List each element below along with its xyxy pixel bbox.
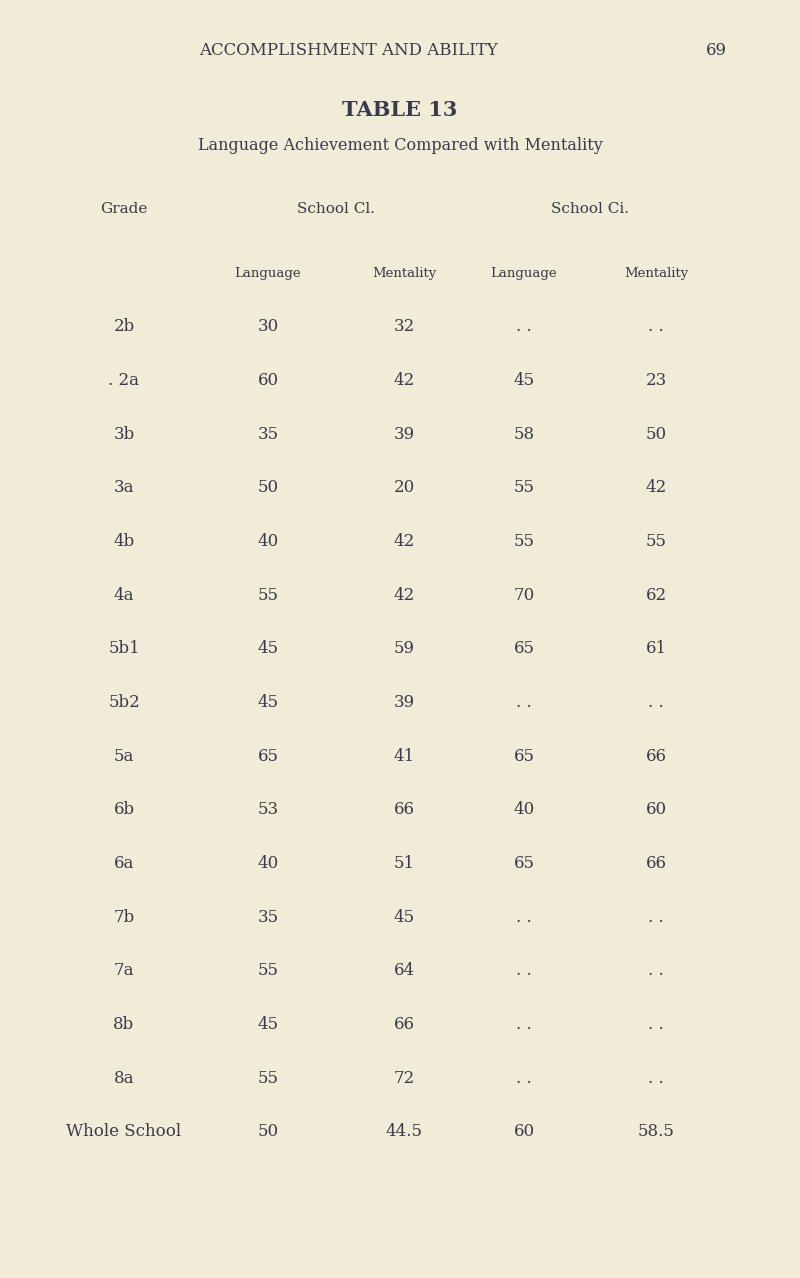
Text: 55: 55 [646,533,666,550]
Text: 55: 55 [258,587,278,603]
Text: 62: 62 [646,587,666,603]
Text: . .: . . [516,1016,532,1033]
Text: 6b: 6b [114,801,134,818]
Text: School Ci.: School Ci. [551,202,629,216]
Text: 65: 65 [514,748,534,764]
Text: 66: 66 [394,1016,414,1033]
Text: 50: 50 [258,479,278,496]
Text: 6a: 6a [114,855,134,872]
Text: 42: 42 [394,587,414,603]
Text: 50: 50 [646,426,666,442]
Text: 8b: 8b [114,1016,134,1033]
Text: 44.5: 44.5 [386,1123,422,1140]
Text: 40: 40 [258,533,278,550]
Text: 35: 35 [258,426,278,442]
Text: 42: 42 [646,479,666,496]
Text: Mentality: Mentality [624,267,688,280]
Text: 66: 66 [394,801,414,818]
Text: 45: 45 [258,640,278,657]
Text: Language: Language [234,267,302,280]
Text: 65: 65 [514,855,534,872]
Text: 55: 55 [514,533,534,550]
Text: . .: . . [516,318,532,335]
Text: 42: 42 [394,533,414,550]
Text: 41: 41 [394,748,414,764]
Text: 23: 23 [646,372,666,389]
Text: . .: . . [648,318,664,335]
Text: 55: 55 [258,1070,278,1086]
Text: . .: . . [516,694,532,711]
Text: 45: 45 [258,694,278,711]
Text: 45: 45 [394,909,414,925]
Text: 35: 35 [258,909,278,925]
Text: 59: 59 [394,640,414,657]
Text: School Cl.: School Cl. [297,202,375,216]
Text: 70: 70 [514,587,534,603]
Text: 50: 50 [258,1123,278,1140]
Text: 72: 72 [394,1070,414,1086]
Text: Mentality: Mentality [372,267,436,280]
Text: . .: . . [648,1070,664,1086]
Text: 51: 51 [394,855,414,872]
Text: 5b1: 5b1 [108,640,140,657]
Text: 7a: 7a [114,962,134,979]
Text: Language: Language [490,267,558,280]
Text: . .: . . [516,909,532,925]
Text: . .: . . [648,962,664,979]
Text: 30: 30 [258,318,278,335]
Text: 32: 32 [394,318,414,335]
Text: ACCOMPLISHMENT AND ABILITY: ACCOMPLISHMENT AND ABILITY [198,42,498,59]
Text: 4b: 4b [114,533,134,550]
Text: 45: 45 [258,1016,278,1033]
Text: 60: 60 [514,1123,534,1140]
Text: 45: 45 [514,372,534,389]
Text: 66: 66 [646,855,666,872]
Text: 40: 40 [258,855,278,872]
Text: Whole School: Whole School [66,1123,182,1140]
Text: 66: 66 [646,748,666,764]
Text: . .: . . [648,1016,664,1033]
Text: Grade: Grade [100,202,148,216]
Text: 61: 61 [646,640,666,657]
Text: 5b2: 5b2 [108,694,140,711]
Text: 8a: 8a [114,1070,134,1086]
Text: . 2a: . 2a [109,372,139,389]
Text: 20: 20 [394,479,414,496]
Text: 3b: 3b [114,426,134,442]
Text: 58.5: 58.5 [638,1123,674,1140]
Text: . .: . . [648,694,664,711]
Text: 64: 64 [394,962,414,979]
Text: 3a: 3a [114,479,134,496]
Text: 58: 58 [514,426,534,442]
Text: 65: 65 [514,640,534,657]
Text: 65: 65 [258,748,278,764]
Text: 60: 60 [646,801,666,818]
Text: 55: 55 [514,479,534,496]
Text: 69: 69 [706,42,726,59]
Text: 40: 40 [514,801,534,818]
Text: 60: 60 [258,372,278,389]
Text: Language Achievement Compared with Mentality: Language Achievement Compared with Menta… [198,137,602,153]
Text: 5a: 5a [114,748,134,764]
Text: 42: 42 [394,372,414,389]
Text: 39: 39 [394,426,414,442]
Text: . .: . . [648,909,664,925]
Text: TABLE 13: TABLE 13 [342,100,458,120]
Text: . .: . . [516,962,532,979]
Text: 55: 55 [258,962,278,979]
Text: 4a: 4a [114,587,134,603]
Text: 53: 53 [258,801,278,818]
Text: 2b: 2b [114,318,134,335]
Text: 39: 39 [394,694,414,711]
Text: 7b: 7b [114,909,134,925]
Text: . .: . . [516,1070,532,1086]
